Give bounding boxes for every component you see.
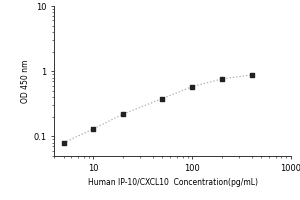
Point <box>220 77 224 81</box>
Point <box>249 73 254 76</box>
Point <box>121 112 125 116</box>
Point <box>61 141 66 144</box>
Point <box>91 127 96 131</box>
X-axis label: Human IP-10/CXCL10  Concentration(pg/mL): Human IP-10/CXCL10 Concentration(pg/mL) <box>88 178 257 187</box>
Y-axis label: OD 450 nm: OD 450 nm <box>22 59 31 103</box>
Point <box>160 97 165 100</box>
Point <box>190 85 195 88</box>
